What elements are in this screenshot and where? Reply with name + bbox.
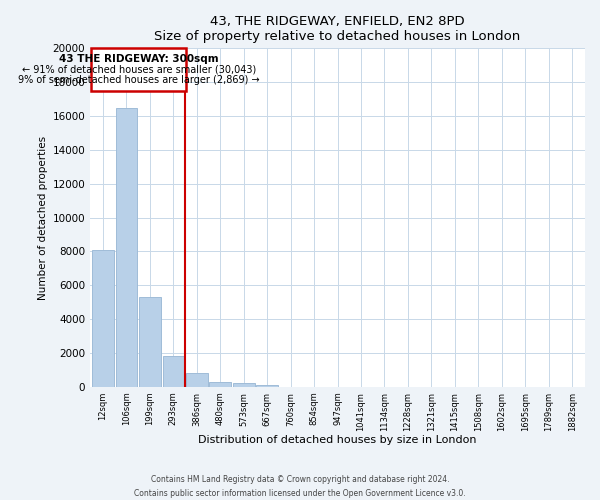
Text: ← 91% of detached houses are smaller (30,043): ← 91% of detached houses are smaller (30… xyxy=(22,64,256,74)
Y-axis label: Number of detached properties: Number of detached properties xyxy=(38,136,49,300)
Bar xyxy=(92,250,114,387)
Text: 9% of semi-detached houses are larger (2,869) →: 9% of semi-detached houses are larger (2… xyxy=(18,74,260,85)
FancyBboxPatch shape xyxy=(91,48,186,90)
Bar xyxy=(233,384,254,387)
Text: 43 THE RIDGEWAY: 300sqm: 43 THE RIDGEWAY: 300sqm xyxy=(59,54,218,64)
Bar xyxy=(256,384,278,387)
Text: Contains HM Land Registry data © Crown copyright and database right 2024.
Contai: Contains HM Land Registry data © Crown c… xyxy=(134,476,466,498)
Title: 43, THE RIDGEWAY, ENFIELD, EN2 8PD
Size of property relative to detached houses : 43, THE RIDGEWAY, ENFIELD, EN2 8PD Size … xyxy=(154,15,521,43)
Bar xyxy=(139,297,161,387)
Bar xyxy=(209,382,231,387)
X-axis label: Distribution of detached houses by size in London: Distribution of detached houses by size … xyxy=(198,435,477,445)
Bar xyxy=(116,108,137,387)
Bar xyxy=(186,374,208,387)
Bar xyxy=(163,356,184,387)
